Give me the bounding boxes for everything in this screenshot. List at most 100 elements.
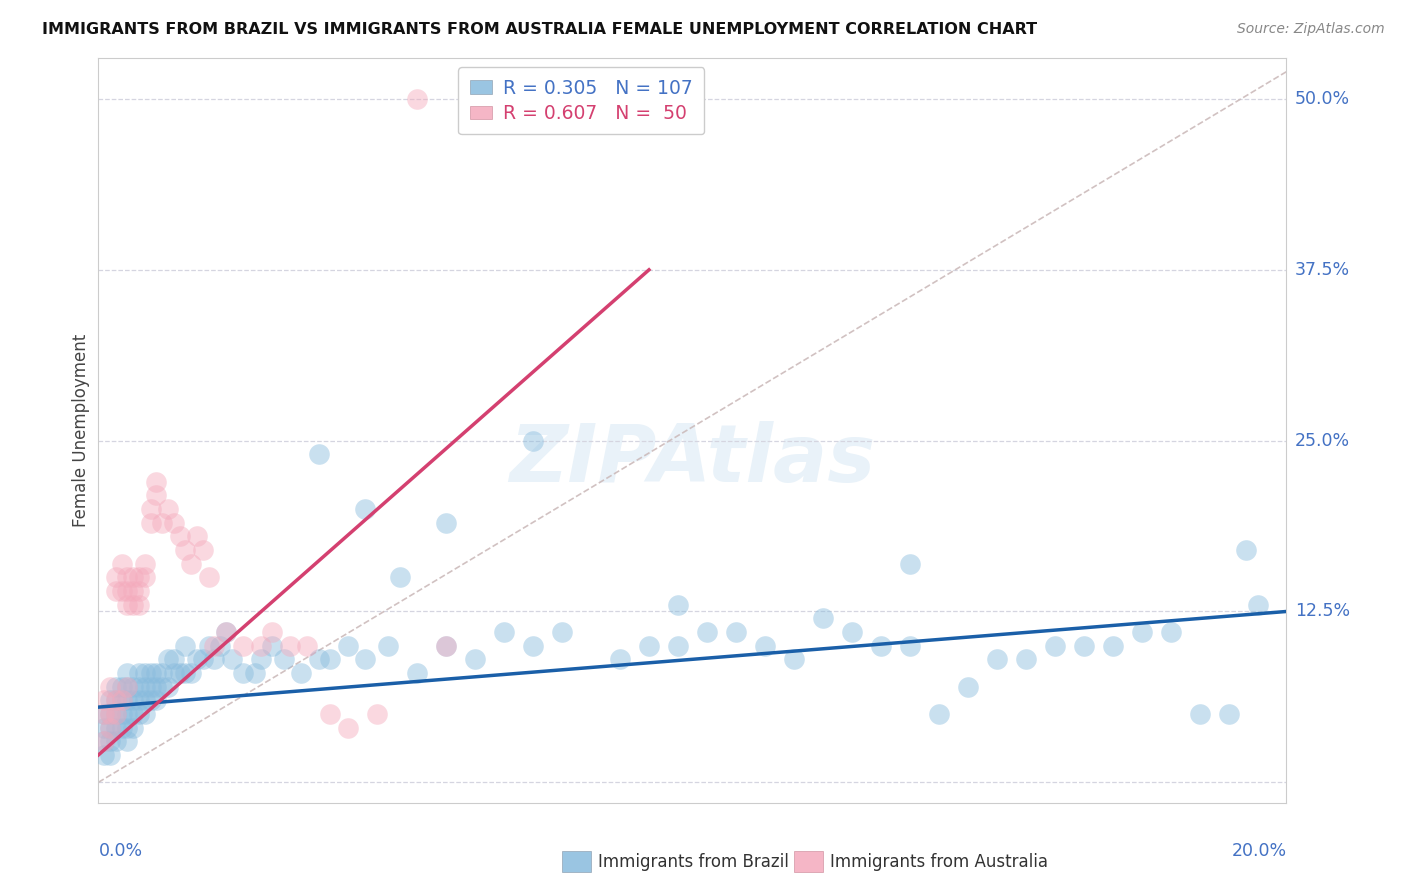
Point bbox=[202, 639, 225, 653]
Point bbox=[232, 665, 254, 680]
Point bbox=[522, 434, 544, 448]
Point bbox=[1130, 624, 1153, 639]
Text: 25.0%: 25.0% bbox=[1295, 432, 1350, 450]
Point bbox=[180, 665, 202, 680]
Text: 20.0%: 20.0% bbox=[1232, 842, 1286, 860]
Point bbox=[696, 624, 718, 639]
Point bbox=[191, 543, 214, 558]
Point bbox=[117, 598, 139, 612]
Point bbox=[93, 747, 115, 762]
Y-axis label: Female Unemployment: Female Unemployment bbox=[72, 334, 90, 527]
Point bbox=[134, 557, 156, 571]
Point bbox=[666, 639, 689, 653]
Point bbox=[110, 721, 132, 735]
Point bbox=[928, 706, 950, 721]
Point bbox=[1073, 639, 1095, 653]
Point bbox=[156, 502, 179, 516]
Point bbox=[197, 639, 219, 653]
Point bbox=[98, 734, 121, 748]
Point bbox=[134, 570, 156, 584]
Point bbox=[104, 721, 127, 735]
Point bbox=[434, 516, 457, 530]
Point bbox=[724, 624, 747, 639]
Point bbox=[869, 639, 891, 653]
Text: 50.0%: 50.0% bbox=[1295, 90, 1350, 108]
Point bbox=[134, 665, 156, 680]
Point bbox=[366, 706, 388, 721]
Point bbox=[262, 624, 284, 639]
Point bbox=[139, 502, 162, 516]
Point bbox=[336, 721, 359, 735]
Point bbox=[128, 584, 150, 599]
Point bbox=[110, 693, 132, 707]
Point bbox=[1160, 624, 1182, 639]
Point bbox=[122, 680, 145, 694]
Point bbox=[117, 680, 139, 694]
Point bbox=[811, 611, 834, 625]
Point bbox=[156, 680, 179, 694]
Point bbox=[93, 734, 115, 748]
Point bbox=[139, 693, 162, 707]
Point bbox=[434, 639, 457, 653]
Point bbox=[150, 665, 173, 680]
Point bbox=[122, 584, 145, 599]
Point bbox=[110, 706, 132, 721]
Point bbox=[1101, 639, 1123, 653]
Point bbox=[128, 693, 150, 707]
Point bbox=[93, 706, 115, 721]
Point bbox=[98, 721, 121, 735]
Point bbox=[104, 570, 127, 584]
Point bbox=[186, 529, 208, 543]
Point bbox=[117, 693, 139, 707]
Point bbox=[163, 516, 186, 530]
Point bbox=[308, 652, 330, 666]
Point bbox=[354, 652, 377, 666]
Point bbox=[134, 693, 156, 707]
Point bbox=[110, 693, 132, 707]
Point bbox=[1015, 652, 1038, 666]
Point bbox=[128, 706, 150, 721]
Point bbox=[104, 680, 127, 694]
Point bbox=[308, 447, 330, 461]
Point bbox=[186, 652, 208, 666]
Point bbox=[180, 557, 202, 571]
Text: 0.0%: 0.0% bbox=[98, 842, 142, 860]
Point bbox=[93, 734, 115, 748]
Text: Source: ZipAtlas.com: Source: ZipAtlas.com bbox=[1237, 22, 1385, 37]
Point bbox=[215, 624, 238, 639]
Point bbox=[145, 488, 167, 502]
Point bbox=[494, 624, 516, 639]
Point bbox=[609, 652, 631, 666]
Point bbox=[1218, 706, 1240, 721]
Point bbox=[98, 721, 121, 735]
Point bbox=[145, 680, 167, 694]
Point bbox=[117, 665, 139, 680]
Point bbox=[1043, 639, 1066, 653]
Point bbox=[278, 639, 301, 653]
Point bbox=[139, 680, 162, 694]
Legend: R = 0.305   N = 107, R = 0.607   N =  50: R = 0.305 N = 107, R = 0.607 N = 50 bbox=[458, 68, 704, 135]
Point bbox=[104, 693, 127, 707]
Point bbox=[117, 721, 139, 735]
Point bbox=[104, 584, 127, 599]
Point bbox=[128, 665, 150, 680]
Point bbox=[898, 557, 921, 571]
Point bbox=[638, 639, 661, 653]
Point bbox=[117, 570, 139, 584]
Point bbox=[122, 693, 145, 707]
Point bbox=[156, 652, 179, 666]
Point bbox=[174, 543, 197, 558]
Point bbox=[169, 529, 191, 543]
Point bbox=[98, 747, 121, 762]
Point bbox=[98, 693, 121, 707]
Point bbox=[354, 502, 377, 516]
Point bbox=[262, 639, 284, 653]
Point bbox=[522, 639, 544, 653]
Point bbox=[110, 557, 132, 571]
Point bbox=[1234, 543, 1257, 558]
Point bbox=[93, 706, 115, 721]
Point bbox=[139, 516, 162, 530]
Point bbox=[174, 639, 197, 653]
Point bbox=[117, 584, 139, 599]
Point bbox=[406, 92, 429, 106]
